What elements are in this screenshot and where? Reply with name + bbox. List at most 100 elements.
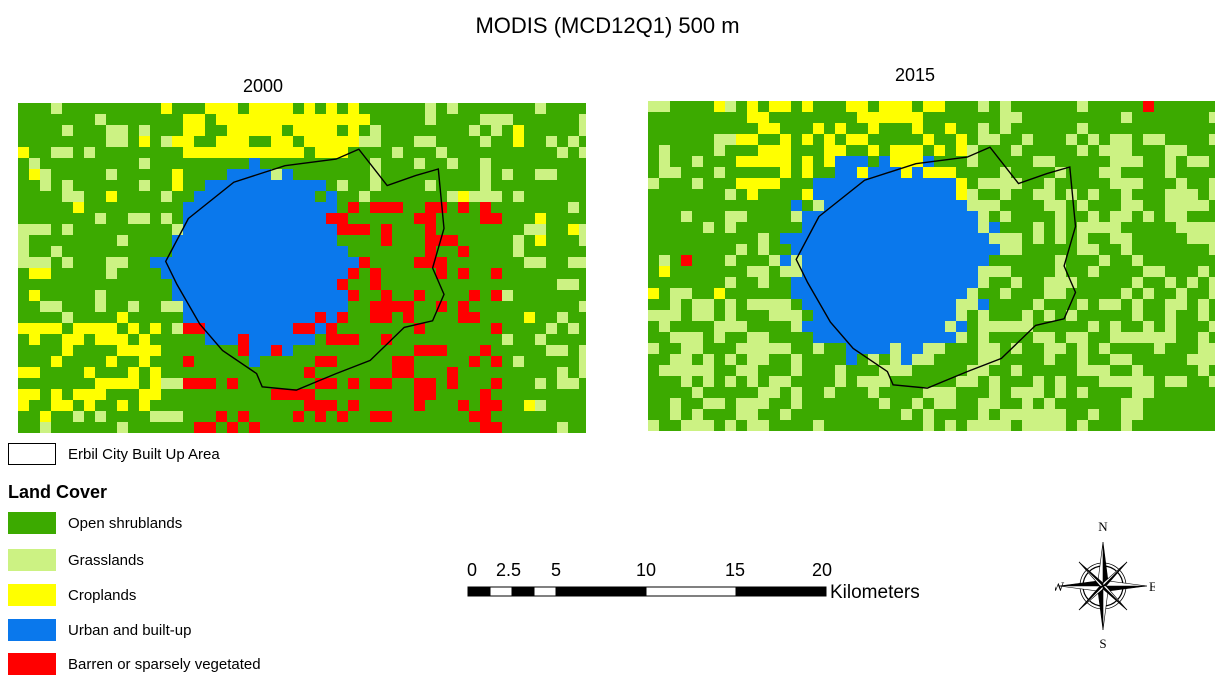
land-cover-pixel (1121, 409, 1132, 420)
land-cover-pixel (736, 343, 747, 354)
land-cover-pixel (1066, 332, 1077, 343)
land-cover-pixel (1088, 365, 1099, 376)
land-cover-pixel (1033, 233, 1044, 244)
land-cover-pixel (1176, 222, 1187, 233)
land-cover-pixel (846, 167, 857, 178)
land-cover-pixel (692, 178, 703, 189)
land-cover-pixel (535, 213, 546, 224)
land-cover-pixel (293, 290, 304, 301)
land-cover-pixel (73, 323, 84, 334)
land-cover-pixel (304, 235, 315, 246)
land-cover-pixel (890, 211, 901, 222)
land-cover-pixel (956, 200, 967, 211)
land-cover-pixel (736, 211, 747, 222)
land-cover-pixel (857, 376, 868, 387)
land-cover-pixel (216, 213, 227, 224)
land-cover-pixel (802, 211, 813, 222)
land-cover-pixel (824, 156, 835, 167)
land-cover-pixel (205, 422, 216, 433)
land-cover-pixel (725, 189, 736, 200)
land-cover-pixel (172, 224, 183, 235)
land-cover-pixel (502, 169, 513, 180)
land-cover-pixel (579, 235, 586, 246)
land-cover-pixel (1165, 189, 1176, 200)
land-cover-pixel (989, 398, 1000, 409)
land-cover-pixel (18, 367, 29, 378)
land-cover-pixel (326, 400, 337, 411)
land-cover-pixel (967, 156, 978, 167)
land-cover-pixel (989, 134, 1000, 145)
land-cover-pixel (337, 114, 348, 125)
land-cover-pixel (51, 103, 62, 114)
land-cover-pixel (1088, 244, 1099, 255)
land-cover-pixel (238, 268, 249, 279)
land-cover-pixel (934, 321, 945, 332)
land-cover-pixel (249, 202, 260, 213)
land-cover-pixel (73, 202, 84, 213)
land-cover-pixel (249, 301, 260, 312)
land-cover-pixel (956, 288, 967, 299)
land-cover-pixel (282, 345, 293, 356)
land-cover-pixel (227, 279, 238, 290)
land-cover-pixel (879, 189, 890, 200)
land-cover-pixel (857, 211, 868, 222)
land-cover-pixel (747, 112, 758, 123)
land-cover-pixel (29, 169, 40, 180)
land-cover-pixel (194, 378, 205, 389)
land-cover-pixel (989, 376, 1000, 387)
land-cover-pixel (414, 290, 425, 301)
land-cover-pixel (238, 312, 249, 323)
land-cover-pixel (1033, 376, 1044, 387)
land-cover-pixel (282, 147, 293, 158)
land-cover-pixel (802, 266, 813, 277)
land-cover-pixel (128, 213, 139, 224)
land-cover-pixel (117, 400, 128, 411)
land-cover-pixel (183, 268, 194, 279)
land-cover-pixel (912, 222, 923, 233)
land-cover-pixel (945, 222, 956, 233)
land-cover-pixel (1033, 409, 1044, 420)
land-cover-pixel (1154, 332, 1165, 343)
land-cover-pixel (579, 367, 586, 378)
land-cover-pixel (227, 378, 238, 389)
land-cover-pixel (1121, 420, 1132, 431)
land-cover-pixel (1033, 332, 1044, 343)
land-cover-pixel (293, 235, 304, 246)
land-cover-pixel (392, 367, 403, 378)
land-cover-pixel (934, 244, 945, 255)
land-cover-pixel (117, 422, 128, 433)
land-cover-pixel (172, 290, 183, 301)
land-cover-pixel (1055, 233, 1066, 244)
land-cover-pixel (912, 299, 923, 310)
land-cover-pixel (956, 321, 967, 332)
land-cover-pixel (846, 310, 857, 321)
land-cover-pixel (857, 222, 868, 233)
land-cover-pixel (1209, 233, 1215, 244)
land-cover-pixel (282, 213, 293, 224)
land-cover-pixel (1121, 244, 1132, 255)
land-cover-pixel (681, 288, 692, 299)
land-cover-pixel (923, 321, 934, 332)
land-cover-pixel (923, 354, 934, 365)
land-cover-pixel (780, 299, 791, 310)
land-cover-pixel (1000, 189, 1011, 200)
land-cover-pixel (1165, 277, 1176, 288)
land-cover-pixel (681, 365, 692, 376)
land-cover-pixel (857, 233, 868, 244)
land-cover-pixel (1132, 299, 1143, 310)
land-cover-pixel (824, 244, 835, 255)
land-cover-pixel (648, 101, 659, 112)
land-cover-pixel (1044, 288, 1055, 299)
land-cover-pixel (978, 233, 989, 244)
land-cover-pixel (846, 134, 857, 145)
land-cover-pixel (557, 279, 568, 290)
land-cover-pixel (304, 103, 315, 114)
land-cover-pixel (901, 112, 912, 123)
land-cover-pixel (725, 211, 736, 222)
land-cover-pixel (956, 299, 967, 310)
land-cover-pixel (304, 323, 315, 334)
land-cover-pixel (1110, 178, 1121, 189)
land-cover-pixel (1121, 156, 1132, 167)
land-cover-pixel (835, 310, 846, 321)
land-cover-pixel (491, 323, 502, 334)
